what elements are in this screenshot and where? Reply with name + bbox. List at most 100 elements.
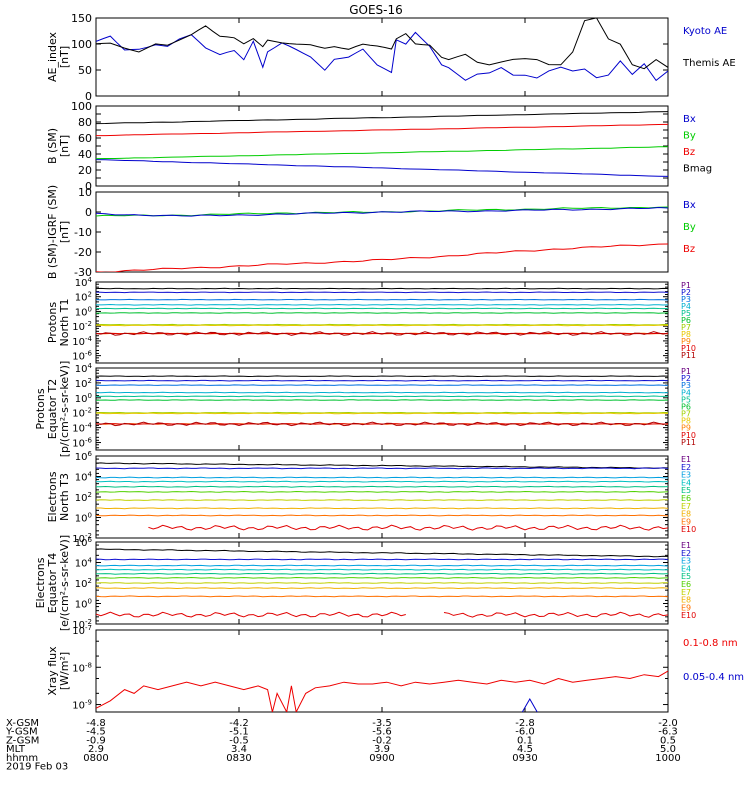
channel-E7 xyxy=(96,582,668,584)
y-tick-label: 10-6 xyxy=(72,350,92,363)
y-tick-label: 104 xyxy=(75,362,93,375)
channel-label: P3 xyxy=(681,295,691,304)
y-tick-label: 10-2 xyxy=(72,532,92,545)
y-tick-label: -20 xyxy=(74,246,92,259)
y-axis-label: B (SM)[nT] xyxy=(46,128,71,164)
channel-P3 xyxy=(96,298,668,301)
y-tick-label: -30 xyxy=(74,266,92,279)
y-axis-label: AE_index[nT] xyxy=(46,31,71,82)
x-row-label: MLT xyxy=(6,744,26,755)
channel-label: P11 xyxy=(681,438,696,447)
x-row-value: -6.0 xyxy=(515,727,535,738)
channel-E1 xyxy=(96,548,668,558)
data-layer xyxy=(96,18,668,82)
y-tick-label: 106 xyxy=(75,536,93,549)
y-tick-label: 150 xyxy=(71,12,92,25)
y-tick-label: 100 xyxy=(71,100,92,113)
channel-label: P10 xyxy=(681,344,696,353)
channel-label: P11 xyxy=(681,351,696,360)
y-tick-label: 102 xyxy=(75,491,92,504)
panel-frame xyxy=(95,281,669,364)
legend-item: Themis AE xyxy=(682,58,736,69)
y-tick-label: 100 xyxy=(71,38,92,51)
channel-label: E1 xyxy=(681,455,691,464)
x-row-value: 0.1 xyxy=(517,735,533,746)
y-tick-label: 60 xyxy=(78,132,92,145)
y-tick-label: 100 xyxy=(75,512,92,525)
channel-P8 xyxy=(96,324,668,327)
y-tick-label: 0 xyxy=(85,90,92,103)
channel-label: P1 xyxy=(681,367,691,376)
channel-label: E3 xyxy=(681,471,691,480)
panel-bsm: 0 20 40 60 80 100 B (SM)[nT] Bx By Bz Bmag xyxy=(46,100,712,193)
y-tick-label: 10-7 xyxy=(72,624,92,637)
channel-E5 xyxy=(96,572,668,575)
y-tick-label: 100 xyxy=(75,305,92,318)
channel-P5 xyxy=(96,307,668,310)
channel-E6 xyxy=(96,576,668,579)
legend-item: Bz xyxy=(683,147,695,158)
channel-label: E10 xyxy=(681,611,696,620)
channel-E5 xyxy=(96,485,668,488)
channel-label: P10 xyxy=(681,431,696,440)
series-by xyxy=(96,146,668,160)
x-row-value: 0800 xyxy=(83,753,108,764)
x-row-value: 2.9 xyxy=(88,744,104,755)
x-row-value: 3.9 xyxy=(374,744,390,755)
panel-frame xyxy=(95,629,669,713)
series-themis-ae xyxy=(96,18,668,70)
series-bx xyxy=(96,159,668,177)
channel-P1 xyxy=(96,287,668,290)
channel-label: P7 xyxy=(681,323,691,332)
data-layer xyxy=(96,548,668,618)
channel-P2 xyxy=(96,291,668,294)
channel-label: E9 xyxy=(681,517,691,526)
y-tick-label: -10 xyxy=(74,226,92,239)
channel-label: E5 xyxy=(681,486,691,495)
x-row-value: -0.5 xyxy=(229,735,249,746)
legend-item: Bx xyxy=(683,114,696,125)
y-tick-label: 20 xyxy=(78,164,92,177)
channel-label: E1 xyxy=(681,541,691,550)
channel-P4 xyxy=(96,303,668,306)
channel-P11 xyxy=(96,331,668,336)
channel-E3 xyxy=(96,564,668,567)
x-row-label: Y-GSM xyxy=(5,727,38,738)
channel-E1 xyxy=(96,462,668,469)
legend-item: Bmag xyxy=(683,164,712,175)
channel-P6 xyxy=(96,312,668,314)
panel-frame xyxy=(95,191,669,273)
y-tick-label: 10-4 xyxy=(72,335,92,348)
y-tick-label: 10-9 xyxy=(72,699,92,712)
channel-label: E7 xyxy=(681,588,691,597)
legend-item: 0.1-0.8 nm xyxy=(683,638,738,649)
y-tick-label: 10-6 xyxy=(72,437,92,450)
channel-label: P6 xyxy=(681,402,691,411)
y-tick-label: 10-2 xyxy=(72,407,92,420)
x-row-value: -4.2 xyxy=(229,718,249,729)
x-row-value: 0900 xyxy=(369,753,394,764)
channel-label: P2 xyxy=(681,288,691,297)
x-row-value: 5.0 xyxy=(660,744,676,755)
x-row-label: X-GSM xyxy=(6,718,39,729)
plot-title: GOES-16 xyxy=(349,3,403,17)
y-tick-label: 106 xyxy=(75,450,93,463)
y-tick-label: 10-2 xyxy=(72,320,92,333)
x-row-value: -0.2 xyxy=(372,735,392,746)
channel-E7 xyxy=(96,499,668,501)
data-layer xyxy=(96,670,668,712)
x-row-value: -5.6 xyxy=(372,727,392,738)
channel-label: E2 xyxy=(681,549,691,558)
channel-label: P8 xyxy=(681,330,691,339)
y-tick-label: 0 xyxy=(85,180,92,193)
x-row-value: -0.9 xyxy=(86,735,106,746)
channel-E9 xyxy=(96,514,668,517)
channel-label: E9 xyxy=(681,603,691,612)
channel-P3 xyxy=(96,384,668,386)
channel-E10 xyxy=(443,611,668,618)
y-axis-label: ProtonsEquator T2[p/(cm²-s-sr-keV)] xyxy=(34,361,71,458)
channel-P4 xyxy=(96,391,668,394)
y-tick-label: 50 xyxy=(78,64,92,77)
